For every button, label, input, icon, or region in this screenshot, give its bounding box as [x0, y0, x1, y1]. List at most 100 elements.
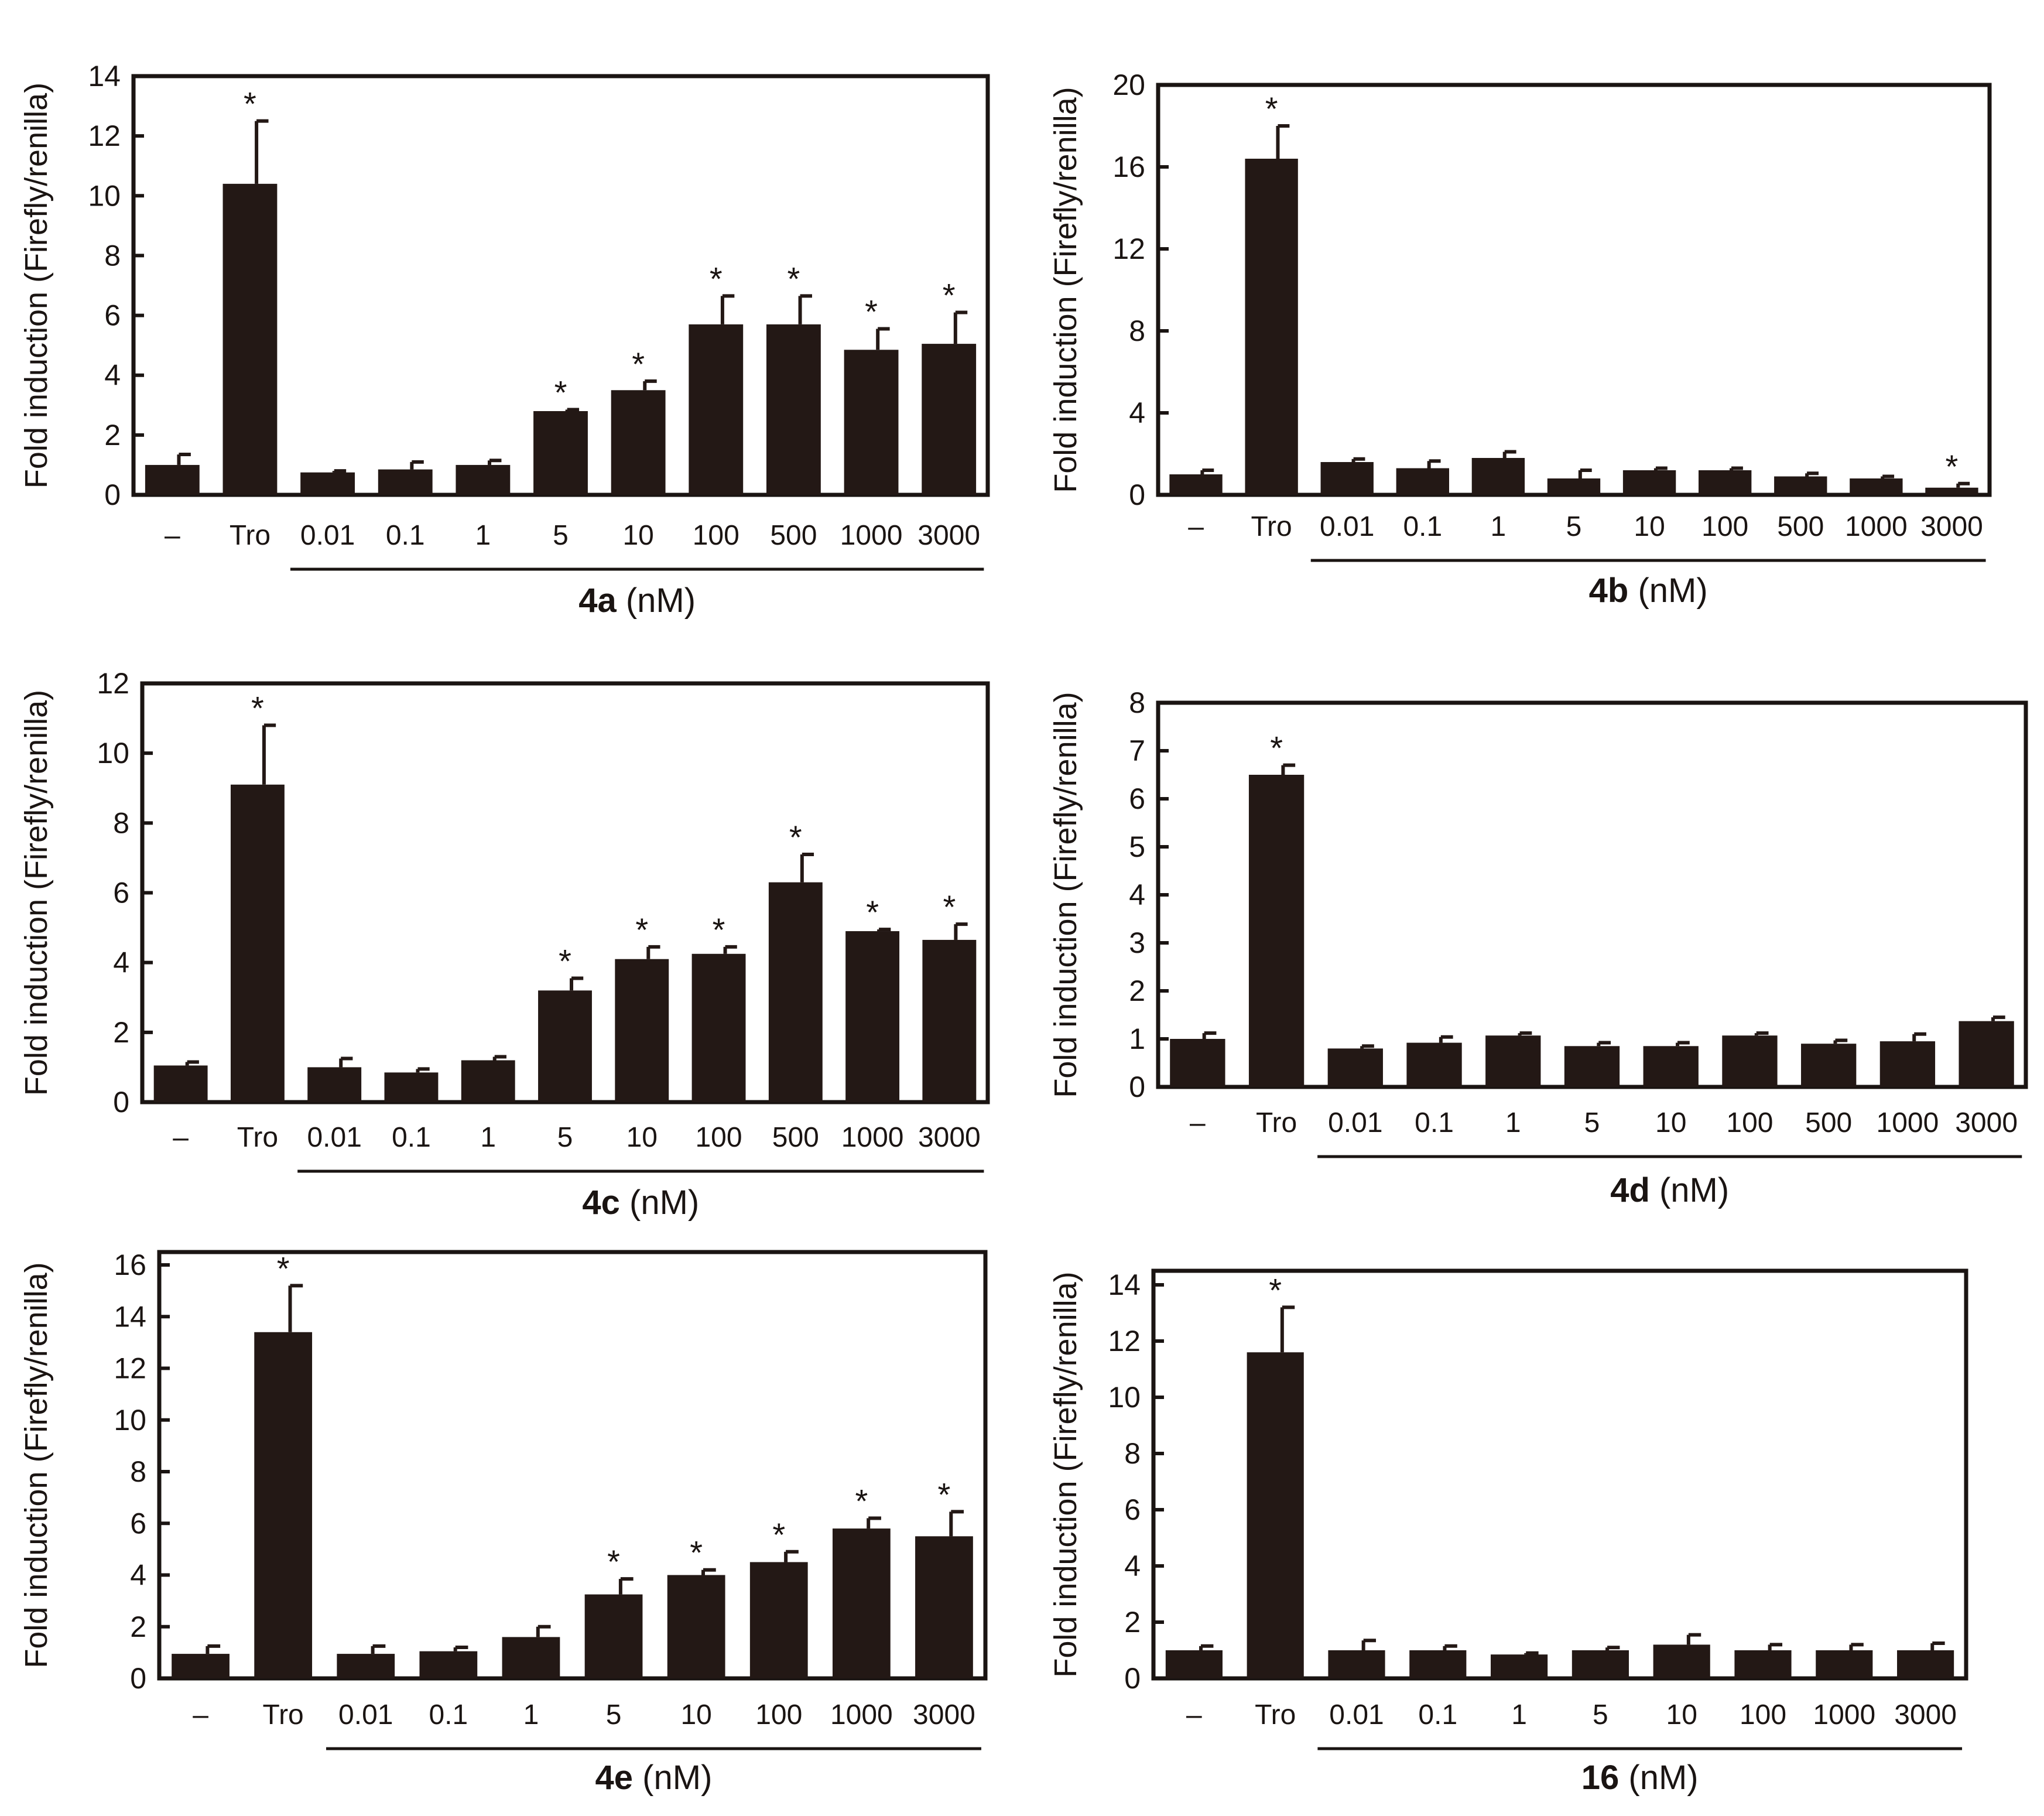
bar-–	[172, 1654, 230, 1678]
x-tick-label: 1	[1511, 1699, 1527, 1730]
x-tick-label: 5	[557, 1122, 573, 1153]
y-tick-label: 7	[1129, 734, 1145, 767]
x-tick-label: 1	[475, 520, 491, 551]
x-axis-title: 16 (nM)	[1581, 1759, 1699, 1797]
x-tick-label: 10	[1634, 511, 1665, 542]
bar-5	[1564, 1046, 1620, 1087]
x-tick-label: –	[193, 1699, 208, 1730]
bar-1000	[1879, 1041, 1936, 1087]
y-tick-label: 3	[1129, 926, 1145, 959]
significance-asterisk: *	[1269, 1271, 1282, 1308]
chart-panel-4d: 0 1 2 3 4 5 6 7 8 Fold induction (Firefly/renilla…	[1048, 686, 2028, 1209]
chart-panel-4a: 0 2 4 6 8 10 12 14 Fold induction (Firefly/renil…	[19, 60, 990, 620]
bar-1	[461, 1060, 515, 1102]
x-tick-label: 3000	[1920, 511, 1983, 542]
unit-label: (nM)	[1628, 572, 1707, 610]
x-tick-label: 0.01	[338, 1699, 393, 1730]
y-tick-label: 4	[104, 359, 121, 392]
x-axis-title: 4e (nM)	[595, 1759, 713, 1797]
significance-asterisk: *	[1270, 730, 1283, 767]
bar-Tro	[1247, 1352, 1304, 1678]
bar-5	[533, 411, 588, 495]
x-tick-label: 1	[480, 1122, 496, 1153]
x-tick-label: 1000	[841, 1122, 904, 1153]
bar-Tro	[1245, 159, 1298, 495]
y-axis-title: Fold induction (Firefly/renilla)	[1048, 1271, 1083, 1677]
x-tick-label: –	[1186, 1699, 1202, 1730]
bar-0.01	[337, 1654, 395, 1678]
bar-1000	[844, 350, 899, 495]
bar-1000	[1850, 478, 1903, 495]
significance-asterisk: *	[789, 819, 802, 856]
x-tick-label: 5	[1566, 511, 1582, 542]
x-tick-label: 500	[1777, 511, 1824, 542]
x-tick-label: 1000	[1813, 1699, 1875, 1730]
x-tick-label: 0.01	[1329, 1699, 1384, 1730]
chart-panel-4b: 0 4 8 12 16 20 Fold induction (Firefly/renilla…	[1048, 69, 1992, 610]
y-tick-label: 0	[1124, 1662, 1141, 1695]
y-tick-label: 14	[114, 1300, 146, 1333]
bar-10	[1653, 1644, 1710, 1678]
bar-3000	[922, 939, 977, 1102]
y-tick-label: 8	[130, 1455, 146, 1488]
bar-10	[1622, 470, 1676, 495]
y-tick-label: 10	[1108, 1381, 1141, 1414]
bar-0.1	[384, 1072, 439, 1102]
y-tick-label: 12	[1112, 232, 1145, 265]
y-tick-label: 8	[1129, 686, 1145, 719]
y-axis-title: Fold induction (Firefly/renilla)	[19, 83, 54, 488]
significance-asterisk: *	[866, 894, 879, 931]
chart-panel-16: 0 2 4 6 8 10 12 14 Fold induction (Firefly/renil…	[1048, 1268, 1968, 1797]
bar-500	[1774, 476, 1827, 495]
x-tick-label: 100	[1701, 511, 1748, 542]
x-tick-label: 100	[1740, 1699, 1786, 1730]
y-tick-label: 6	[113, 877, 129, 909]
y-tick-label: 5	[1129, 830, 1145, 863]
bar-0.1	[1409, 1650, 1467, 1678]
x-tick-label: Tro	[1256, 1107, 1297, 1138]
significance-asterisk: *	[690, 1534, 703, 1571]
bar-3000	[922, 344, 977, 495]
x-tick-label: 0.1	[1415, 1107, 1454, 1138]
significance-asterisk: *	[943, 888, 956, 925]
x-tick-label: Tro	[230, 520, 271, 551]
significance-asterisk: *	[559, 942, 571, 979]
bar-3000	[1959, 1021, 2014, 1087]
bar-100	[1722, 1035, 1778, 1087]
x-tick-label: Tro	[1255, 1699, 1296, 1730]
x-tick-label: 10	[622, 520, 653, 551]
bar-10	[611, 390, 666, 495]
x-tick-label: –	[1188, 511, 1204, 542]
significance-asterisk: *	[251, 690, 264, 727]
significance-asterisk: *	[938, 1476, 951, 1513]
x-tick-label: 10	[1655, 1107, 1686, 1138]
y-tick-label: 1	[1129, 1022, 1145, 1055]
y-tick-label: 2	[1124, 1606, 1141, 1639]
y-tick-label: 6	[1124, 1493, 1141, 1526]
y-axis-title: Fold induction (Firefly/renilla)	[19, 1262, 54, 1668]
x-tick-label: Tro	[263, 1699, 304, 1730]
x-axis-title: 4c (nM)	[582, 1184, 699, 1222]
bar-5	[584, 1594, 643, 1678]
y-tick-label: 6	[1129, 782, 1145, 815]
bar-–	[1169, 474, 1223, 495]
unit-label: (nM)	[633, 1759, 712, 1797]
y-tick-label: 4	[1129, 396, 1145, 429]
x-axis-title: 4a (nM)	[578, 582, 696, 620]
y-tick-label: 2	[130, 1610, 146, 1643]
y-tick-label: 2	[1129, 974, 1145, 1007]
x-tick-label: 0.1	[392, 1122, 431, 1153]
y-tick-label: 10	[114, 1404, 146, 1437]
x-tick-label: 3000	[913, 1699, 975, 1730]
y-axis-title: Fold induction (Firefly/renilla)	[1048, 87, 1083, 493]
bar-Tro	[254, 1332, 313, 1678]
bar-Tro	[1248, 775, 1305, 1087]
compound-label: 4c	[582, 1184, 620, 1222]
y-tick-label: 0	[130, 1662, 146, 1695]
bar-1	[456, 464, 511, 495]
y-tick-label: 4	[1124, 1550, 1141, 1582]
significance-asterisk: *	[244, 86, 256, 122]
bar-500	[768, 882, 823, 1102]
unit-label: (nM)	[617, 582, 696, 620]
